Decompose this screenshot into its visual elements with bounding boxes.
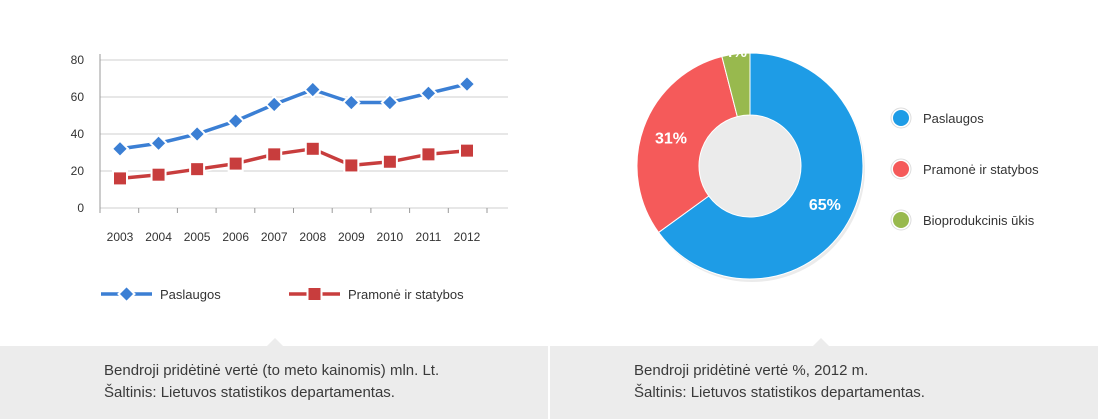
x-tick-label: 2009 xyxy=(338,230,365,244)
y-tick-label: 60 xyxy=(71,90,85,104)
legend-label: Paslaugos xyxy=(160,287,221,302)
data-point-square xyxy=(266,146,283,163)
x-tick-label: 2003 xyxy=(107,230,134,244)
caption-text: Bendroji pridėtinė vertė %, 2012 m. Šalt… xyxy=(634,360,925,404)
donut-chart: 65% 31% 4% Paslaugos Pramonė ir statybos Biop… xyxy=(636,44,1039,282)
data-point-diamond xyxy=(419,83,438,103)
legend-item: Paslaugos xyxy=(101,284,221,304)
legend-item: Bioprodukcinis ūkis xyxy=(890,209,1035,231)
data-point-diamond xyxy=(226,111,246,131)
legend-dot-icon xyxy=(893,161,909,177)
data-point-square xyxy=(150,166,167,183)
caption-source: Šaltinis: Lietuvos statistikos departame… xyxy=(634,384,925,401)
data-point-diamond xyxy=(303,80,323,100)
caption-pointer xyxy=(813,338,829,346)
line-chart: 0 20 40 60 80 2003 2004 2005 2006 2007 2008 2009 201… xyxy=(71,53,508,304)
donut-slice xyxy=(721,52,751,118)
x-tick-label: 2010 xyxy=(377,230,404,244)
data-point-diamond xyxy=(457,74,477,94)
legend-item: Pramonė ir statybos xyxy=(890,158,1039,180)
x-tick-label: 2011 xyxy=(416,230,442,244)
caption-source: Šaltinis: Lietuvos statistikos departame… xyxy=(104,384,395,401)
series-line xyxy=(119,82,468,151)
caption-title: Bendroji pridėtinė vertė %, 2012 m. xyxy=(634,362,869,379)
x-tick-label: 2005 xyxy=(184,230,211,244)
caption-pointer xyxy=(267,338,283,346)
donut-slice xyxy=(657,52,864,280)
y-tick-label: 80 xyxy=(71,53,85,67)
x-tick-label: 2004 xyxy=(145,230,172,244)
data-point-square xyxy=(112,170,128,187)
caption-text: Bendroji pridėtinė vertė (to meto kainom… xyxy=(104,360,439,404)
legend-label: Pramonė ir statybos xyxy=(348,287,464,302)
data-point-square xyxy=(381,153,398,170)
data-point-diamond xyxy=(110,139,130,159)
x-tick-label: 2007 xyxy=(261,230,288,244)
data-point-square xyxy=(420,146,437,163)
legend-item: Paslaugos xyxy=(890,107,984,129)
legend-dot-icon xyxy=(893,212,909,228)
donut-slice xyxy=(636,55,738,234)
data-point-square xyxy=(459,142,475,159)
x-tick-label: 2012 xyxy=(454,230,481,244)
data-point-square xyxy=(227,155,244,172)
legend-label: Paslaugos xyxy=(923,111,984,126)
data-point-diamond xyxy=(380,93,400,112)
x-tick-label: 2006 xyxy=(222,230,249,244)
data-point-diamond xyxy=(149,133,168,153)
legend-square-icon xyxy=(306,286,323,302)
y-tick-label: 40 xyxy=(71,127,85,141)
slice-label: 31% xyxy=(655,131,687,148)
data-point-diamond xyxy=(264,94,284,114)
data-point-square xyxy=(304,140,321,157)
y-tick-label: 0 xyxy=(77,201,84,215)
x-tick-label: 2008 xyxy=(299,230,326,244)
data-point-diamond xyxy=(187,124,207,144)
legend-item: Pramonė ir statybos xyxy=(289,286,464,302)
caption-title: Bendroji pridėtinė vertė (to meto kainom… xyxy=(104,362,440,379)
slice-label: 4% xyxy=(724,44,747,61)
legend-label: Pramonė ir statybos xyxy=(923,162,1039,177)
caption-left: Bendroji pridėtinė vertė (to meto kainom… xyxy=(0,338,548,419)
caption-divider xyxy=(548,346,550,419)
legend-label: Bioprodukcinis ūkis xyxy=(923,213,1035,228)
legend-dot-icon xyxy=(893,110,909,126)
data-point-diamond xyxy=(341,93,361,112)
series-line xyxy=(119,147,468,181)
slice-label: 65% xyxy=(809,197,841,214)
caption-right: Bendroji pridėtinė vertė %, 2012 m. Šalt… xyxy=(550,338,1098,419)
data-point-square xyxy=(343,157,360,174)
legend-diamond-icon xyxy=(117,284,136,304)
y-tick-label: 20 xyxy=(71,164,85,178)
data-point-square xyxy=(189,161,206,178)
